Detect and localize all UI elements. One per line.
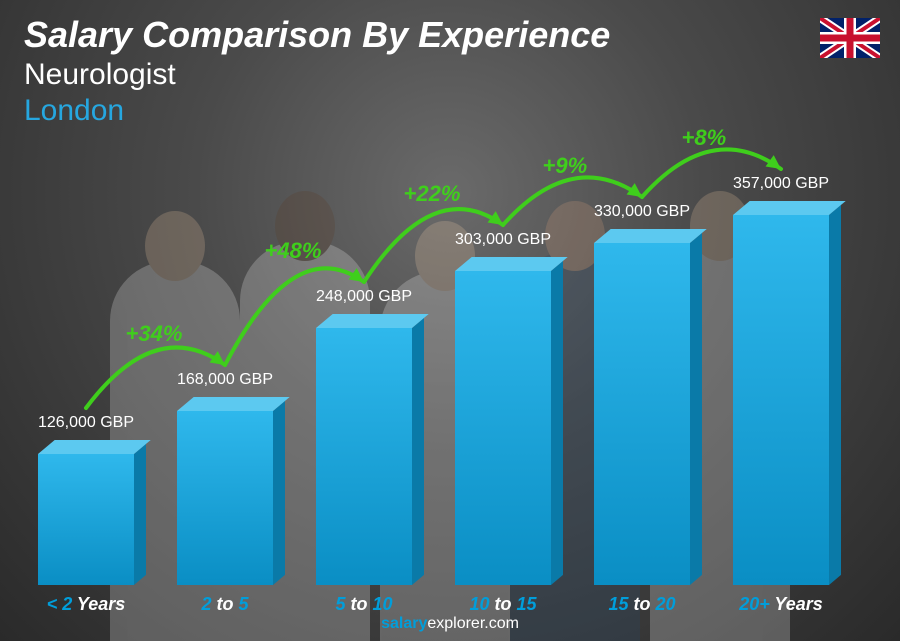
chart-location: London (24, 94, 610, 128)
infographic-canvas: Salary Comparison By Experience Neurolog… (0, 0, 900, 641)
chart-title: Salary Comparison By Experience (24, 14, 610, 56)
footer-brand: salaryexplorer.com (381, 615, 519, 633)
bar-x-label: 5 to 10 (294, 594, 434, 615)
uk-flag-icon (820, 18, 880, 58)
chart-header: Salary Comparison By Experience Neurolog… (24, 14, 610, 128)
growth-arc (26, 145, 860, 585)
footer-brand-rest: explorer.com (427, 615, 519, 632)
bar-chart: 126,000 GBP< 2 Years168,000 GBP2 to 5248… (26, 145, 860, 585)
growth-pct-label: +8% (682, 125, 727, 151)
bar-x-label: 2 to 5 (155, 594, 295, 615)
footer-brand-accent: salary (381, 615, 427, 632)
chart-subtitle: Neurologist (24, 58, 610, 92)
bar-x-label: 10 to 15 (433, 594, 573, 615)
bar-x-label: < 2 Years (16, 594, 156, 615)
bar-x-label: 15 to 20 (572, 594, 712, 615)
bar-x-label: 20+ Years (711, 594, 851, 615)
